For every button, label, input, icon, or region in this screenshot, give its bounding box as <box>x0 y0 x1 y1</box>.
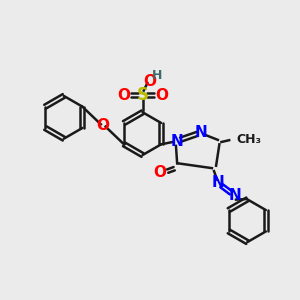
Text: CH₃: CH₃ <box>236 133 261 146</box>
Text: S: S <box>136 86 148 104</box>
Text: O: O <box>143 74 156 89</box>
Text: O: O <box>153 165 167 180</box>
Text: O: O <box>155 88 168 103</box>
Text: O: O <box>97 118 110 133</box>
Text: N: N <box>211 176 224 190</box>
Text: O: O <box>117 88 130 103</box>
Text: N: N <box>170 134 183 149</box>
Text: N: N <box>195 125 207 140</box>
Text: N: N <box>228 188 241 203</box>
Text: H: H <box>152 70 163 83</box>
